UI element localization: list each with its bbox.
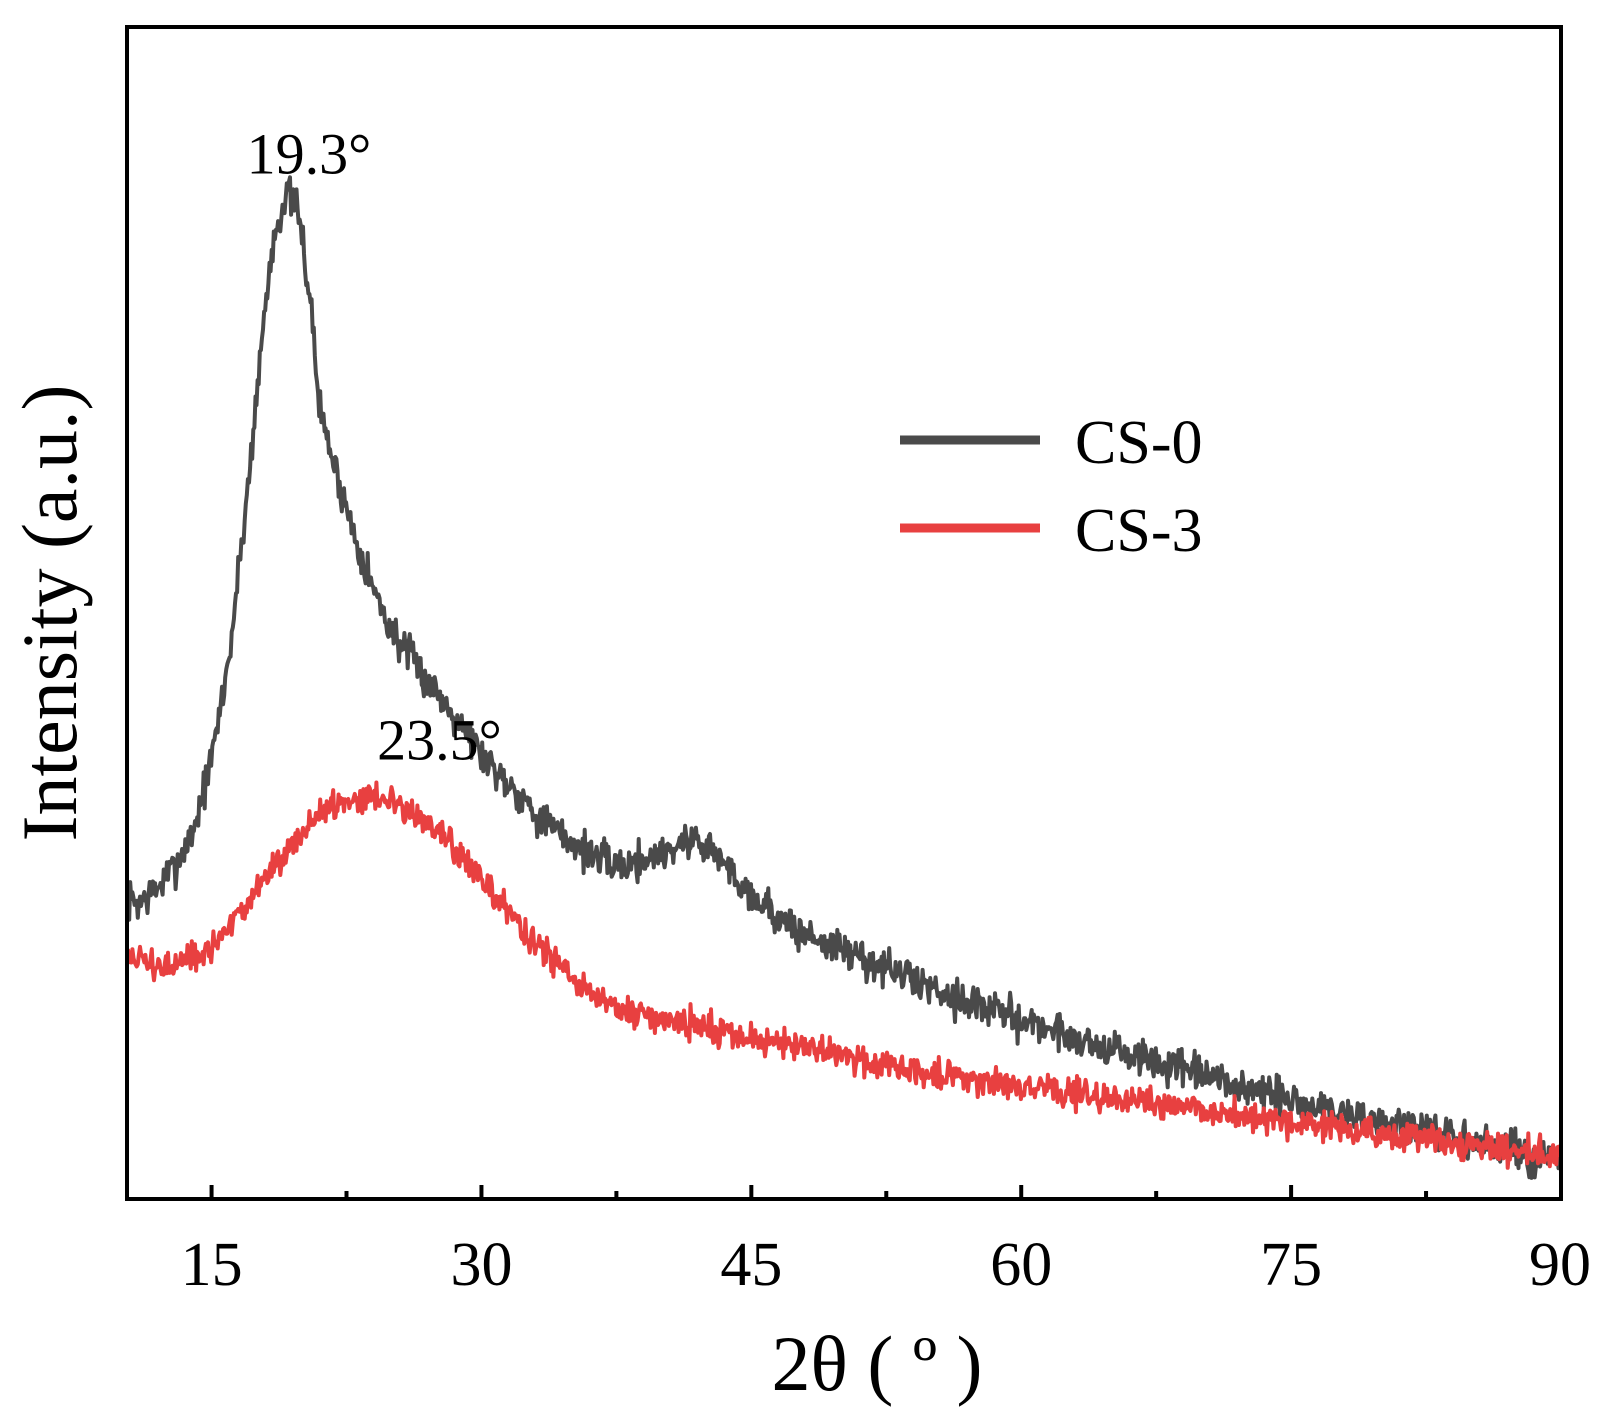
series-layer bbox=[127, 175, 1561, 1180]
series-line-cs-0 bbox=[127, 175, 1561, 1180]
x-tick-label-60: 60 bbox=[990, 1231, 1052, 1299]
x-axis-ticks bbox=[209, 1185, 1563, 1199]
x-tick-label-15: 15 bbox=[181, 1231, 243, 1299]
peak-annotations: 19.3° 23.5° bbox=[247, 122, 502, 773]
x-tick-label-30: 30 bbox=[450, 1231, 512, 1299]
plot-frame bbox=[125, 25, 1563, 1201]
series-line-cs-3 bbox=[127, 780, 1561, 1170]
y-axis-title: Intensity (a.u.) bbox=[6, 384, 93, 841]
legend: CS-0 CS-3 bbox=[900, 409, 1202, 565]
peak-annotation-23-5: 23.5° bbox=[377, 708, 502, 773]
x-tick-label-45: 45 bbox=[720, 1231, 782, 1299]
x-axis-title: 2θ ( º ) bbox=[772, 1320, 983, 1407]
x-tick-label-75: 75 bbox=[1260, 1231, 1322, 1299]
legend-label-cs-3: CS-3 bbox=[1075, 497, 1202, 565]
x-tick-label-90: 90 bbox=[1529, 1231, 1591, 1299]
x-axis-tick-labels: 15 30 45 60 75 90 bbox=[181, 1231, 1591, 1299]
peak-annotation-19-3: 19.3° bbox=[247, 122, 372, 187]
legend-label-cs-0: CS-0 bbox=[1075, 409, 1202, 477]
